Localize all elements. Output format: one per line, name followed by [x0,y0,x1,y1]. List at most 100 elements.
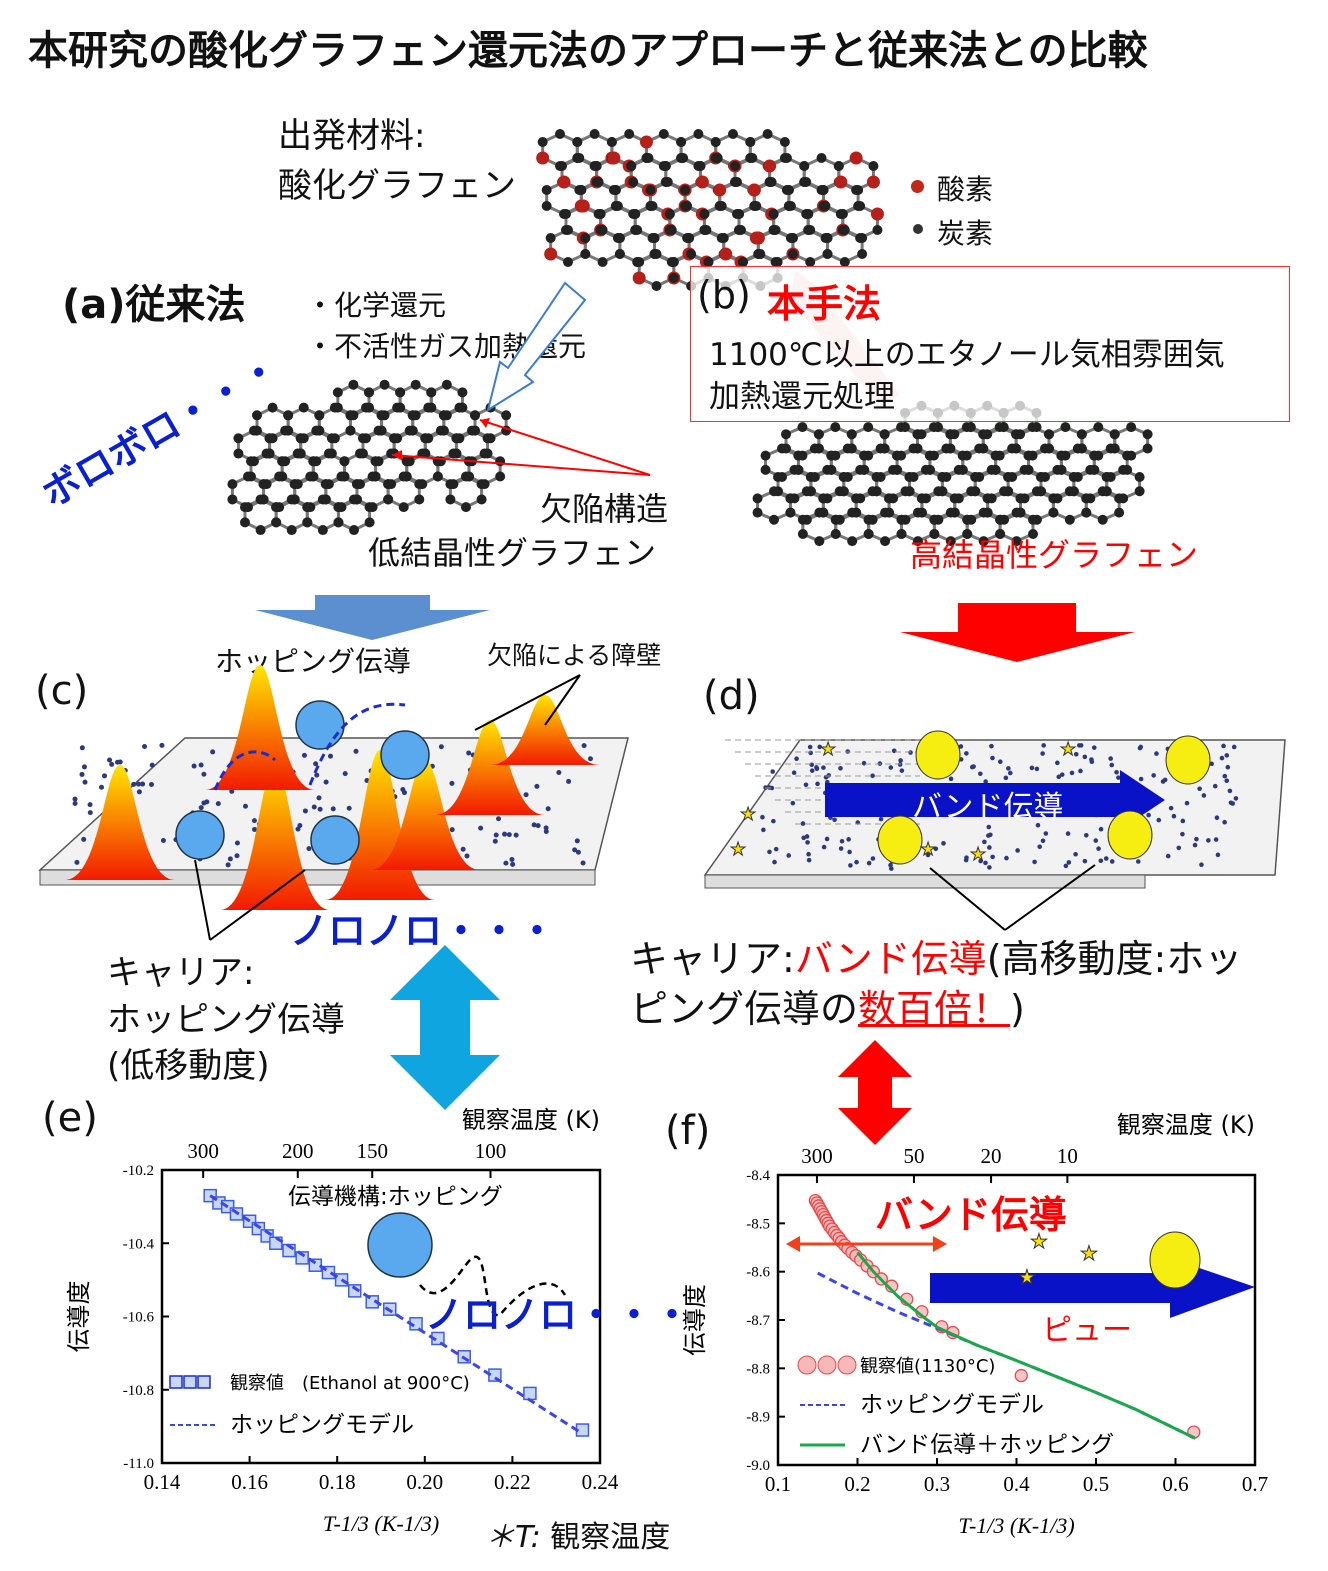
carrier-character [1107,810,1153,860]
carbon-atom [333,517,344,528]
carbon-atom [751,201,762,211]
carbon-atom [888,464,899,475]
carbon-atom [668,257,679,267]
y-axis-label: 伝導度 [65,1281,93,1353]
carbon-atom [982,493,993,504]
lattice-atom [227,856,233,862]
carbon-atom [407,410,418,421]
star-icon: ★ [1030,1229,1048,1253]
carbon-atom [896,529,907,539]
carbon-atom [978,536,989,547]
legend-marker [837,1355,857,1375]
carbon-atom [783,185,794,195]
carbon-atom [610,185,621,195]
carbon-atom [572,137,583,147]
lattice-atom [201,800,207,806]
lattice-atom [1069,770,1075,776]
lattice-atom [323,779,329,785]
carbon-atom [822,249,833,259]
lattice-atom [997,759,1003,765]
carbon-atom [789,464,800,475]
plane-edge [704,874,1146,889]
carbon-atom [842,443,853,454]
carbon-atom [949,493,960,504]
carbon-atom [364,517,375,528]
carbon-atom [1114,507,1125,518]
lattice-atom [142,744,148,750]
lattice-atom [806,851,811,857]
carbon-atom [1027,422,1038,433]
lattice-atom [449,780,455,786]
carrier-character [1149,1231,1201,1289]
carbon-atom [787,249,798,259]
carbon-atom [978,429,989,440]
carbon-atom [420,433,431,444]
data-point [1014,1368,1028,1383]
carbon-atom [580,249,591,259]
lattice-atom [302,808,308,814]
carbon-atom [961,422,972,433]
carbon-atom [941,443,952,454]
proposed-method-box: (b) 本手法 1100℃以上のエタノール気相雰囲気 加熱還元処理 [690,266,1290,422]
carrier-pointer [1004,864,1096,931]
carbon-atom [837,209,848,219]
carbon-atom [563,225,573,235]
carbon-atom [772,472,783,482]
lattice-atom [832,817,837,823]
carbon-atom [686,249,697,259]
lattice [536,129,884,291]
carbon-atom [476,479,487,490]
carbon-atom [227,479,238,490]
carbon-atom [251,410,262,421]
carbon-atom [373,425,384,436]
carbon-atom [1118,464,1129,475]
carbon-atom [818,185,829,195]
carbon-atom [249,425,259,436]
carbon-atom [994,422,1005,433]
chart-annotation-band: バンド伝導 [875,1193,1067,1237]
lattice-atom [839,838,845,844]
carbon-atom [780,429,791,440]
lattice-atom [575,849,581,855]
lattice-atom [1116,775,1121,780]
lattice-atom [1098,826,1104,832]
carbon-atom [1126,422,1137,433]
carbon-atom [1072,443,1083,454]
carbon-atom [851,493,862,504]
carbon-atom [351,479,362,490]
carbon-atom [769,514,779,525]
carbon-atom [912,536,923,547]
carbon-atom [801,486,812,497]
caption-hopping: ピング伝導の [630,987,859,1031]
oxygen-atom [632,271,646,285]
carbon-atom [345,410,356,421]
lattice-atom [1082,858,1088,864]
carbon-atom [766,177,777,187]
carbon-atom [630,209,641,219]
carbon-atom [826,450,837,461]
lattice-atom [806,857,812,863]
lattice-atom [1215,852,1221,858]
carbon-atom [813,429,824,440]
carbon-atom [990,450,1001,461]
down-arrow-conventional [255,595,490,640]
x-tick-label: 0.2 [844,1472,870,1496]
carbon-atom [612,201,623,211]
carbon-atom [414,479,425,490]
lattice-atom [401,790,407,796]
x-tick-label: 0.5 [1083,1472,1109,1496]
carbon-atom [945,536,956,547]
lattice-atom [987,865,992,870]
x-tick-label: 0.20 [406,1470,443,1494]
lattice-atom [770,769,775,774]
oxygen-atom [719,247,733,261]
star-icon: ★ [1018,1265,1036,1289]
carbon-atom [855,201,866,211]
carbon-atom [859,450,870,461]
star-icon: ★ [730,839,746,860]
carbon-atom [438,410,449,421]
carbon-atom [978,507,989,518]
carbon-atom [1027,529,1038,539]
carbon-atom [286,525,297,536]
carbon-atom [233,448,244,459]
